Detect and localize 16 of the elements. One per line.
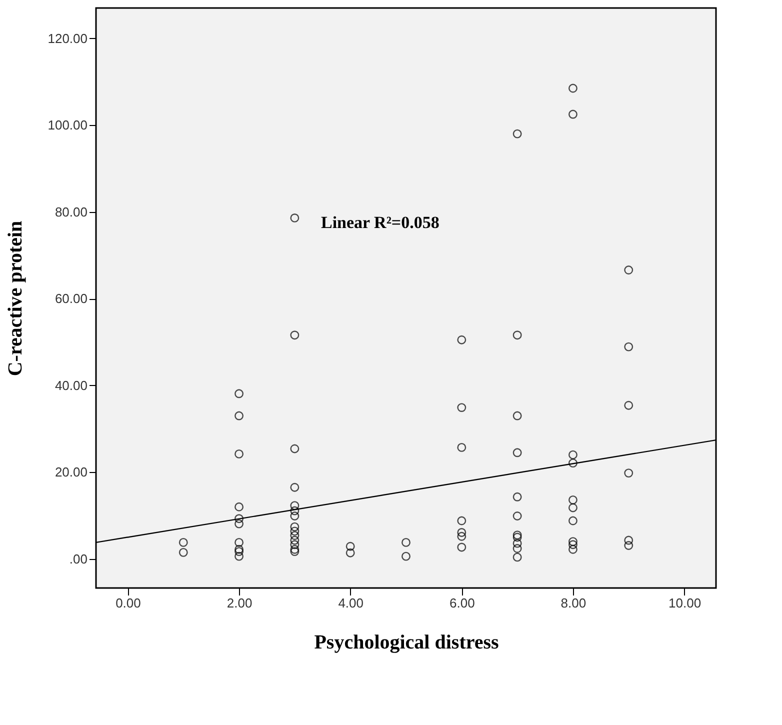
y-axis-title: C-reactive protein <box>4 220 27 376</box>
y-tick-label: 40.00 <box>54 378 88 393</box>
x-tick-label: 2.00 <box>226 596 252 610</box>
y-tick-label: .00 <box>69 551 88 566</box>
x-tick-label: 10.00 <box>668 596 702 610</box>
x-tick-label: 0.00 <box>116 596 141 610</box>
y-tick-label: 120.00 <box>48 30 88 46</box>
x-tick-label: 8.00 <box>560 596 586 610</box>
x-tick-label: 6.00 <box>450 596 475 610</box>
y-tick-label: 20.00 <box>54 464 88 480</box>
annotation: Linear R²=0.058 <box>321 213 440 232</box>
y-tick-label: 60.00 <box>54 291 88 306</box>
y-tick-label: 100.00 <box>48 118 88 133</box>
x-axis-title: Psychological distress <box>314 632 500 654</box>
x-tick-label: 4.00 <box>338 596 364 610</box>
y-tick-label: 80.00 <box>54 204 88 220</box>
